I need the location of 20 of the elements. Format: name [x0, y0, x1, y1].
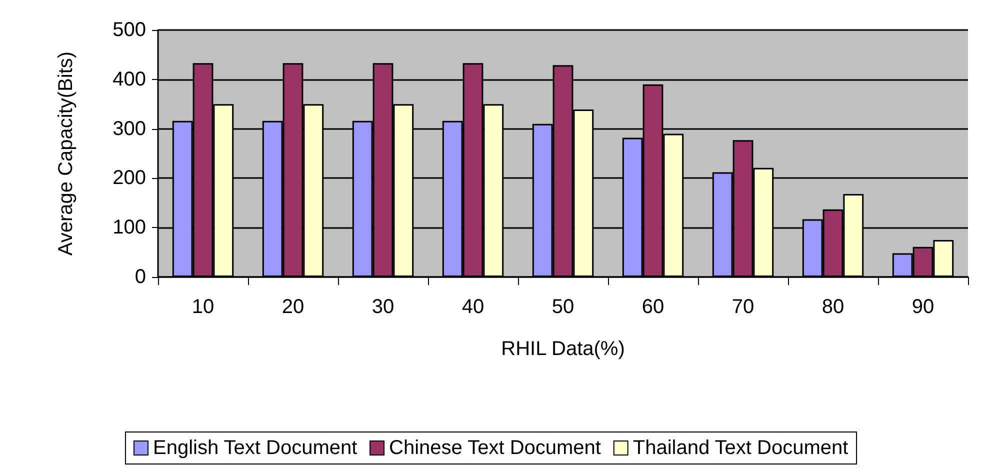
y-tick-label: 400	[112, 68, 146, 90]
y-tick-label: 200	[112, 167, 146, 190]
x-tick-label: 90	[912, 296, 934, 318]
y-tick-label: 100	[112, 216, 146, 239]
x-tick-label: 40	[462, 296, 484, 318]
y-tick-label: 0	[134, 266, 146, 288]
legend-label: Thailand Text Document	[632, 437, 849, 459]
x-tick-label: 50	[552, 296, 574, 318]
y-tick-label: 300	[112, 118, 146, 140]
x-tick-label: 30	[372, 296, 394, 318]
y-tick-label: 500	[112, 19, 146, 41]
x-axis-title: RHIL Data(%)	[501, 338, 625, 360]
y-axis-title: Average Capacity(Bits)	[55, 51, 77, 256]
x-tick-label: 60	[642, 296, 664, 318]
x-tick-label: 20	[282, 296, 304, 318]
legend-label: Chinese Text Document	[389, 437, 602, 459]
x-tick-label: 10	[192, 296, 214, 318]
x-tick-label: 70	[732, 296, 754, 318]
legend-label: English Text Document	[152, 437, 358, 459]
x-tick-label: 80	[822, 296, 844, 318]
